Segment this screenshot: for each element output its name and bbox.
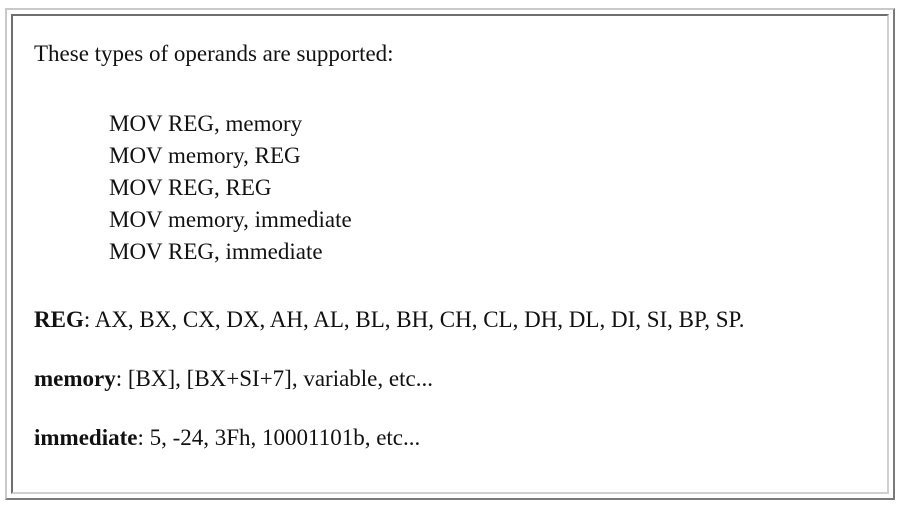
- document-frame: These types of operands are supported: M…: [5, 8, 895, 500]
- operand-form: MOV memory, REG: [109, 143, 301, 168]
- reg-term: REG: [34, 307, 84, 332]
- operand-form: MOV memory, immediate: [109, 207, 352, 232]
- reg-values: : AX, BX, CX, DX, AH, AL, BL, BH, CH, CL…: [83, 307, 745, 332]
- memory-values: : [BX], [BX+SI+7], variable, etc...: [115, 366, 433, 391]
- document-content: These types of operands are supported: M…: [34, 38, 745, 454]
- immediate-definition: immediate: 5, -24, 3Fh, 10001101b, etc..…: [34, 422, 745, 454]
- intro-text: These types of operands are supported:: [34, 41, 394, 66]
- reg-definition: REG: AX, BX, CX, DX, AH, AL, BL, BH, CH,…: [34, 304, 745, 336]
- operand-form: MOV REG, memory: [109, 111, 303, 136]
- operand-form: MOV REG, immediate: [109, 239, 323, 264]
- operand-forms-list: MOV REG, memory MOV memory, REG MOV REG,…: [34, 108, 745, 268]
- memory-definition: memory: [BX], [BX+SI+7], variable, etc..…: [34, 363, 745, 395]
- immediate-values: : 5, -24, 3Fh, 10001101b, etc...: [137, 425, 421, 450]
- immediate-term: immediate: [34, 425, 138, 450]
- document-panel: These types of operands are supported: M…: [11, 14, 889, 494]
- memory-term: memory: [34, 366, 116, 391]
- operand-form: MOV REG, REG: [109, 175, 272, 200]
